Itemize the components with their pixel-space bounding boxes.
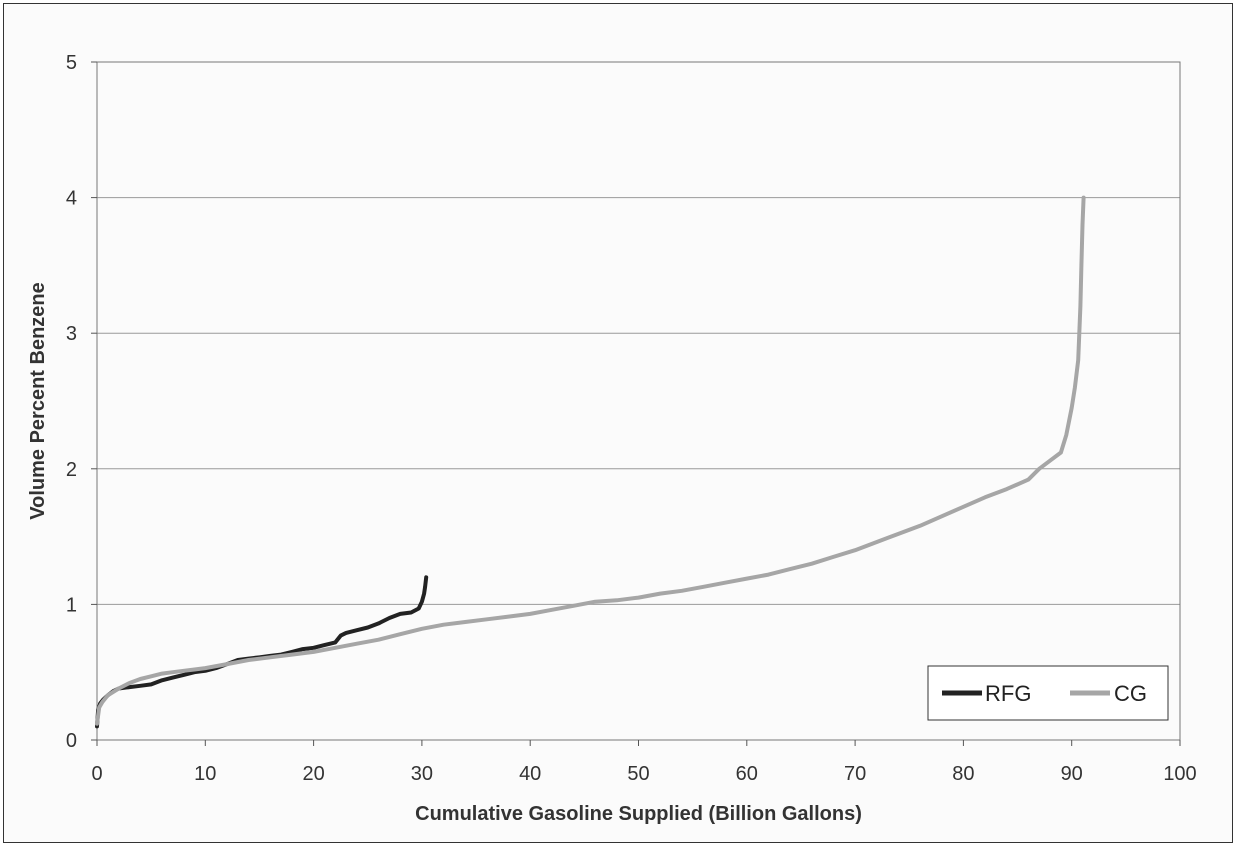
y-tick-label: 2: [66, 459, 77, 481]
legend-label-cg: CG: [1114, 681, 1147, 706]
legend: RFG CG: [927, 665, 1169, 721]
x-tick-label: 100: [1163, 763, 1196, 785]
series-line-cg: [95, 195, 1086, 726]
x-tick-label: 20: [302, 763, 324, 785]
x-tick-label: 80: [952, 763, 974, 785]
x-tick-label: 90: [1061, 763, 1083, 785]
x-axis-title: Cumulative Gasoline Supplied (Billion Ga…: [415, 803, 862, 825]
y-tick-label: 0: [66, 730, 77, 752]
plot-area: [96, 61, 1181, 741]
y-tick-label: 3: [66, 323, 77, 345]
x-tick-label: 0: [91, 763, 102, 785]
series-line-rfg: [95, 575, 429, 729]
y-axis-title: Volume Percent Benzene: [27, 282, 49, 519]
x-tick-label: 70: [844, 763, 866, 785]
legend-label-rfg: RFG: [985, 681, 1031, 706]
x-tick-label: 40: [519, 763, 541, 785]
series: [95, 195, 1086, 729]
x-tick-label: 30: [411, 763, 433, 785]
x-tick-label: 60: [736, 763, 758, 785]
y-tick-label: 4: [66, 188, 77, 210]
y-tick-label: 1: [66, 594, 77, 616]
x-tick-label: 50: [627, 763, 649, 785]
y-tick-label: 5: [66, 52, 77, 74]
x-tick-label: 10: [194, 763, 216, 785]
gridlines: [97, 61, 1180, 605]
